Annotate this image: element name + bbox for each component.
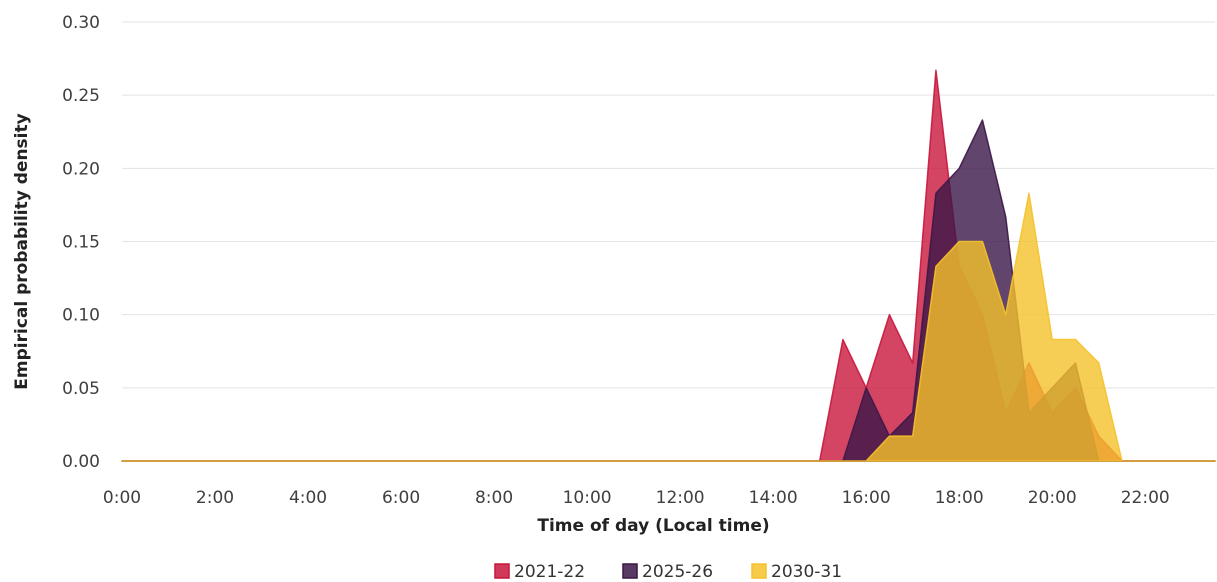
y-tick-label: 0.10	[62, 306, 100, 326]
y-tick-label: 0.00	[62, 452, 100, 472]
x-tick-label: 6:00	[382, 488, 420, 508]
y-tick-label: 0.05	[62, 379, 100, 399]
legend-label: 2025-26	[642, 562, 713, 582]
area-2030-31	[121, 192, 1216, 462]
legend-item: 2030-31	[751, 562, 842, 582]
legend-item: 2025-26	[622, 562, 713, 582]
y-tick-label: 0.30	[62, 13, 100, 33]
x-tick-label: 8:00	[475, 488, 513, 508]
plot-area	[121, 69, 1216, 462]
y-tick-label: 0.20	[62, 159, 100, 179]
x-tick-label: 14:00	[749, 488, 798, 508]
legend-label: 2021-22	[514, 562, 585, 582]
y-tick-label: 0.25	[62, 86, 100, 106]
x-tick-label: 20:00	[1028, 488, 1077, 508]
x-tick-label: 10:00	[563, 488, 612, 508]
legend-item: 2021-22	[494, 562, 585, 582]
x-tick-label: 4:00	[289, 488, 327, 508]
x-tick-label: 16:00	[842, 488, 891, 508]
x-tick-label: 22:00	[1121, 488, 1170, 508]
legend-swatch	[622, 563, 638, 579]
gridlines	[122, 21, 1215, 462]
y-axis: 0.00 0.05 0.10 0.15 0.20 0.25 0.30	[62, 13, 100, 472]
legend: 2021-22 2025-26 2030-31	[494, 562, 842, 582]
x-axis-title: Time of day (Local time)	[537, 516, 769, 536]
legend-swatch	[751, 563, 767, 579]
x-axis: 0:00 2:00 4:00 6:00 8:00 10:00 12:00 14:00 16:00…	[103, 488, 1170, 508]
legend-label: 2030-31	[771, 562, 842, 582]
y-axis-title: Empirical probability density	[12, 113, 32, 389]
x-tick-label: 12:00	[656, 488, 705, 508]
x-tick-label: 0:00	[103, 488, 141, 508]
legend-swatch	[494, 563, 510, 579]
x-tick-label: 2:00	[196, 488, 234, 508]
y-tick-label: 0.15	[62, 233, 100, 253]
x-tick-label: 18:00	[935, 488, 984, 508]
